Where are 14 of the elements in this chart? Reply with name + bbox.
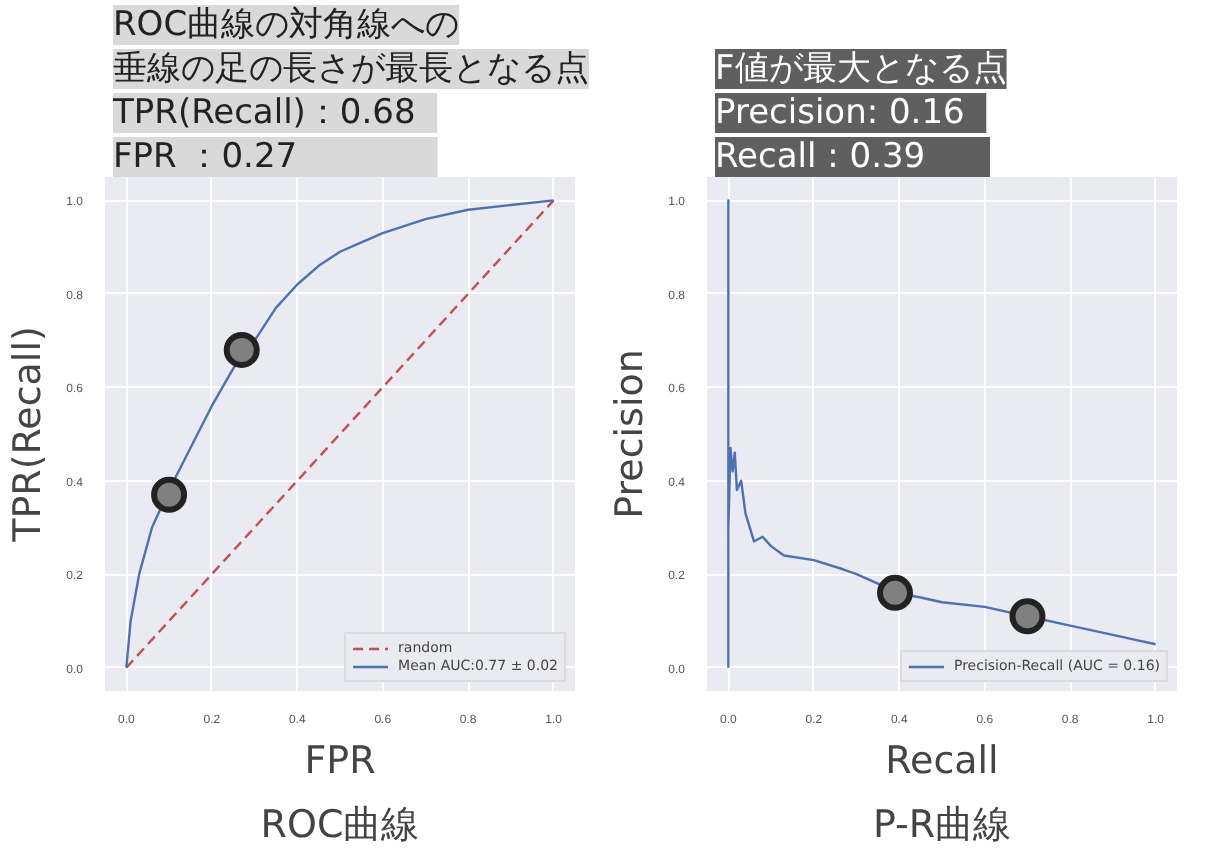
text: Precision: 0.16: [715, 93, 965, 133]
x-axis-title: Recall: [885, 739, 999, 783]
text: FPR ：0.27: [113, 137, 298, 177]
text: 垂線の足の長さが最長となる点: [113, 49, 589, 89]
y-axis-title: Precision: [608, 349, 653, 519]
x-axis-title: FPR: [304, 739, 376, 783]
text: TPR(Recall)：0.68: [111, 93, 416, 133]
y-axis-title: TPR(Recall): [6, 326, 51, 544]
text: ROC曲線の対角線への: [113, 5, 460, 45]
text: P-R曲線: [872, 803, 1012, 847]
line-series: [727, 199, 1157, 669]
text: ROC曲線: [260, 803, 420, 847]
text: Recall : 0.39: [715, 137, 926, 177]
text: F値が最大となる点: [715, 49, 1007, 89]
